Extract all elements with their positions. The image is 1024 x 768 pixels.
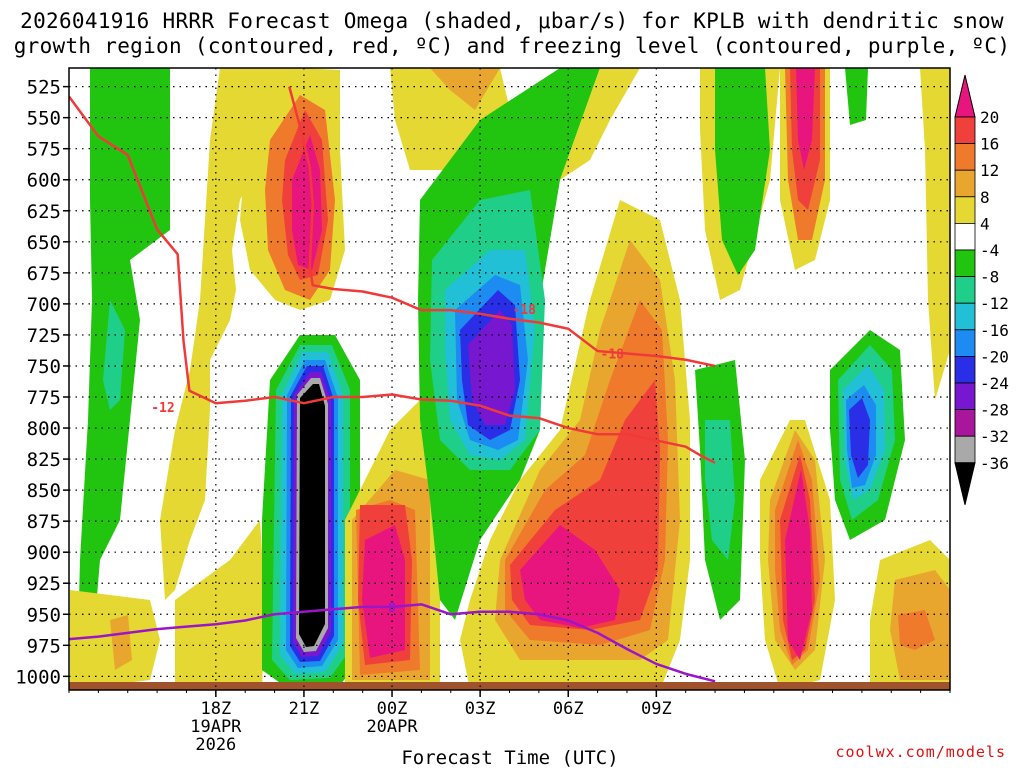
omega-region-gold-top <box>430 68 500 110</box>
ground-surface <box>69 682 950 690</box>
colorbar-label--12: -12 <box>980 294 1009 313</box>
colorbar-swatch-11 <box>954 382 976 411</box>
colorbar-swatch-3 <box>954 169 976 198</box>
x-tick-label-18Z: 18Z <box>200 699 231 719</box>
colorbar-label--4: -4 <box>980 241 999 260</box>
colorbar-label--8: -8 <box>980 268 999 287</box>
colorbar-swatch-4 <box>954 196 976 224</box>
colorbar-label-20: 20 <box>980 108 999 127</box>
y-tick-label-875: 875 <box>27 511 61 533</box>
y-tick-label-575: 575 <box>27 139 61 161</box>
contour-label-2: 0 <box>388 601 396 616</box>
y-tick-label-900: 900 <box>27 542 61 564</box>
colorbar-label-12: 12 <box>980 161 999 180</box>
omega-region-purple-3 <box>468 310 515 425</box>
omega-region-pink-5 <box>362 525 405 658</box>
y-tick-label-950: 950 <box>27 604 61 626</box>
x-tick-label-06Z: 06Z <box>553 699 584 719</box>
omega-region-yellow-1 <box>160 68 300 600</box>
y-axis: 525 550 575 600 625 650 675 700 725 750 775 800 825 8… <box>15 77 69 688</box>
colorbar-swatch-9 <box>954 329 976 357</box>
colorbar: 20 16 12 8 4 -4 -8 -12 -16 -20 -24 -28 -32 -36 <box>954 74 1009 505</box>
x-tick-label-03Z: 03Z <box>465 699 496 719</box>
omega-region-yellow-15 <box>920 68 950 400</box>
colorbar-swatch-7 <box>954 276 976 304</box>
omega-region-green-12 <box>845 68 868 125</box>
omega-region-green-8 <box>715 68 770 275</box>
y-tick-label-775: 775 <box>27 387 61 409</box>
y-tick-label-800: 800 <box>27 418 61 440</box>
colorbar-swatch-2 <box>954 143 976 171</box>
credit-text[interactable]: coolwx.com/models <box>835 743 1006 761</box>
y-tick-label-550: 550 <box>27 108 61 130</box>
omega-region-yellow-4 <box>175 520 265 690</box>
y-tick-label-600: 600 <box>27 170 61 192</box>
omega-region-black-core <box>299 384 325 647</box>
y-tick-label-1000: 1000 <box>15 666 61 688</box>
x-tick-label-09Z: 09Z <box>641 699 672 719</box>
omega-region-pink-6 <box>520 525 620 628</box>
contour-line-0 <box>69 95 716 464</box>
y-tick-label-675: 675 <box>27 263 61 285</box>
omega-region-pink-11 <box>796 68 815 170</box>
contour-line-1 <box>288 86 716 368</box>
x-tick-label-21Z: 21Z <box>289 699 320 719</box>
contour-label-1: -18 <box>512 303 536 318</box>
omega-region-pink-10 <box>785 470 812 660</box>
colorbar-label-8: 8 <box>980 188 990 207</box>
colorbar-label--24: -24 <box>980 374 1009 393</box>
omega-region-yellow-7 <box>560 68 640 180</box>
omega-region-gold-1 <box>110 615 132 670</box>
colorbar-swatch-1 <box>954 116 976 145</box>
colorbar-swatch-5 <box>954 222 976 251</box>
colorbar-swatch-8 <box>954 302 976 331</box>
contour-line-2 <box>69 603 716 683</box>
chart-title-line1: 2026041916 HRRR Forecast Omega (shaded, … <box>20 9 1004 33</box>
x-tick-year-18Z: 2026 <box>195 735 236 755</box>
y-tick-label-650: 650 <box>27 232 61 254</box>
colorbar-label--20: -20 <box>980 347 1009 366</box>
omega-region-orange-14 <box>898 610 935 650</box>
colorbar-label-16: 16 <box>980 135 999 154</box>
omega-region-teal-left <box>103 300 125 410</box>
plot-area: -12 -18 -18 0 <box>69 68 950 690</box>
colorbar-bottom-arrow <box>954 462 976 505</box>
y-tick-label-850: 850 <box>27 480 61 502</box>
colorbar-swatch-13 <box>954 435 976 464</box>
colorbar-label-4: 4 <box>980 214 990 233</box>
y-tick-label-725: 725 <box>27 325 61 347</box>
colorbar-label--28: -28 <box>980 401 1009 420</box>
colorbar-swatch-10 <box>954 355 976 384</box>
colorbar-swatch-12 <box>954 409 976 437</box>
y-tick-label-525: 525 <box>27 77 61 99</box>
colorbar-swatch-6 <box>954 249 976 278</box>
y-tick-label-825: 825 <box>27 449 61 471</box>
y-tick-label-925: 925 <box>27 573 61 595</box>
y-tick-label-975: 975 <box>27 635 61 657</box>
x-tick-date-18Z: 19APR <box>190 717 242 737</box>
colorbar-label--36: -36 <box>980 454 1009 473</box>
omega-region-darkblue-13 <box>849 398 870 478</box>
contour-label-1: -18 <box>601 348 625 363</box>
omega-region-pink-1 <box>292 135 322 270</box>
x-tick-label-00Z: 00Z <box>377 699 408 719</box>
y-tick-label-700: 700 <box>27 294 61 316</box>
chart-title-line2: growth region (contoured, red, ºC) and f… <box>13 34 1011 58</box>
x-tick-date-00Z: 20APR <box>366 717 418 737</box>
x-axis-label: Forecast Time (UTC) <box>401 747 618 768</box>
y-tick-label-625: 625 <box>27 201 61 223</box>
y-tick-label-750: 750 <box>27 356 61 378</box>
colorbar-label--16: -16 <box>980 321 1009 340</box>
contour-label-0: -12 <box>151 401 174 416</box>
colorbar-label--32: -32 <box>980 427 1009 446</box>
colorbar-top-arrow <box>954 74 976 118</box>
